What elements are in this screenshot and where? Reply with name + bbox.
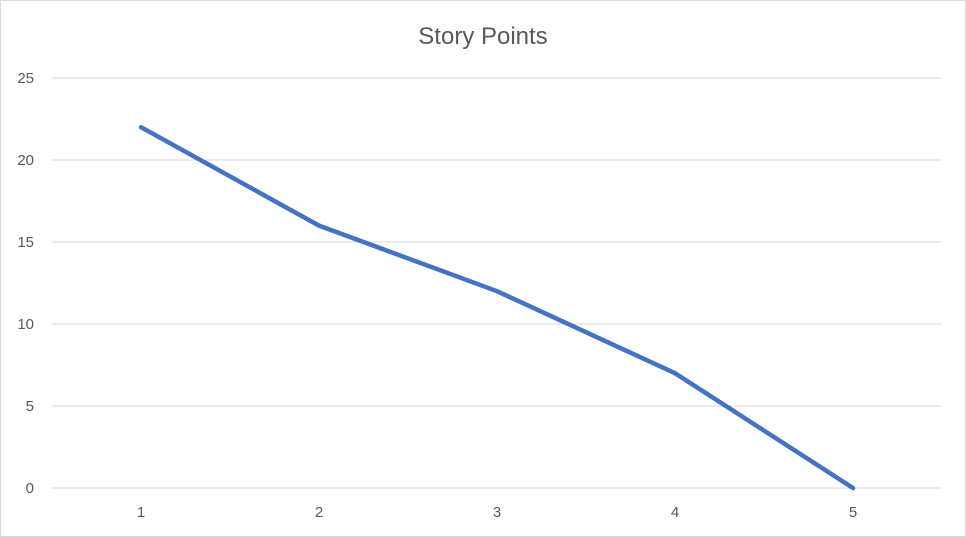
- x-tick-label: 1: [137, 504, 145, 521]
- y-tick-label: 10: [17, 316, 34, 333]
- x-tick-label: 5: [849, 504, 857, 521]
- y-tick-label: 15: [17, 234, 34, 251]
- series-layer: [138, 124, 856, 491]
- series-line: [138, 124, 856, 491]
- data-point: [851, 486, 855, 490]
- x-tick-label: 4: [671, 504, 679, 521]
- data-point: [673, 371, 677, 376]
- y-tick-label: 5: [26, 398, 34, 415]
- y-tick-label: 20: [17, 152, 34, 169]
- data-point: [495, 289, 499, 294]
- chart-title: Story Points: [418, 23, 547, 50]
- data-point: [317, 223, 321, 228]
- x-tick-label: 3: [493, 504, 501, 521]
- x-axis-tick-labels: 1 2 3 4 5: [137, 504, 857, 521]
- y-tick-label: 0: [26, 480, 34, 497]
- y-tick-label: 25: [17, 70, 34, 87]
- gridlines: [52, 77, 942, 489]
- y-axis-tick-labels: 0 5 10 15 20 25: [17, 70, 34, 497]
- x-tick-label: 2: [315, 504, 323, 521]
- data-point: [139, 125, 143, 130]
